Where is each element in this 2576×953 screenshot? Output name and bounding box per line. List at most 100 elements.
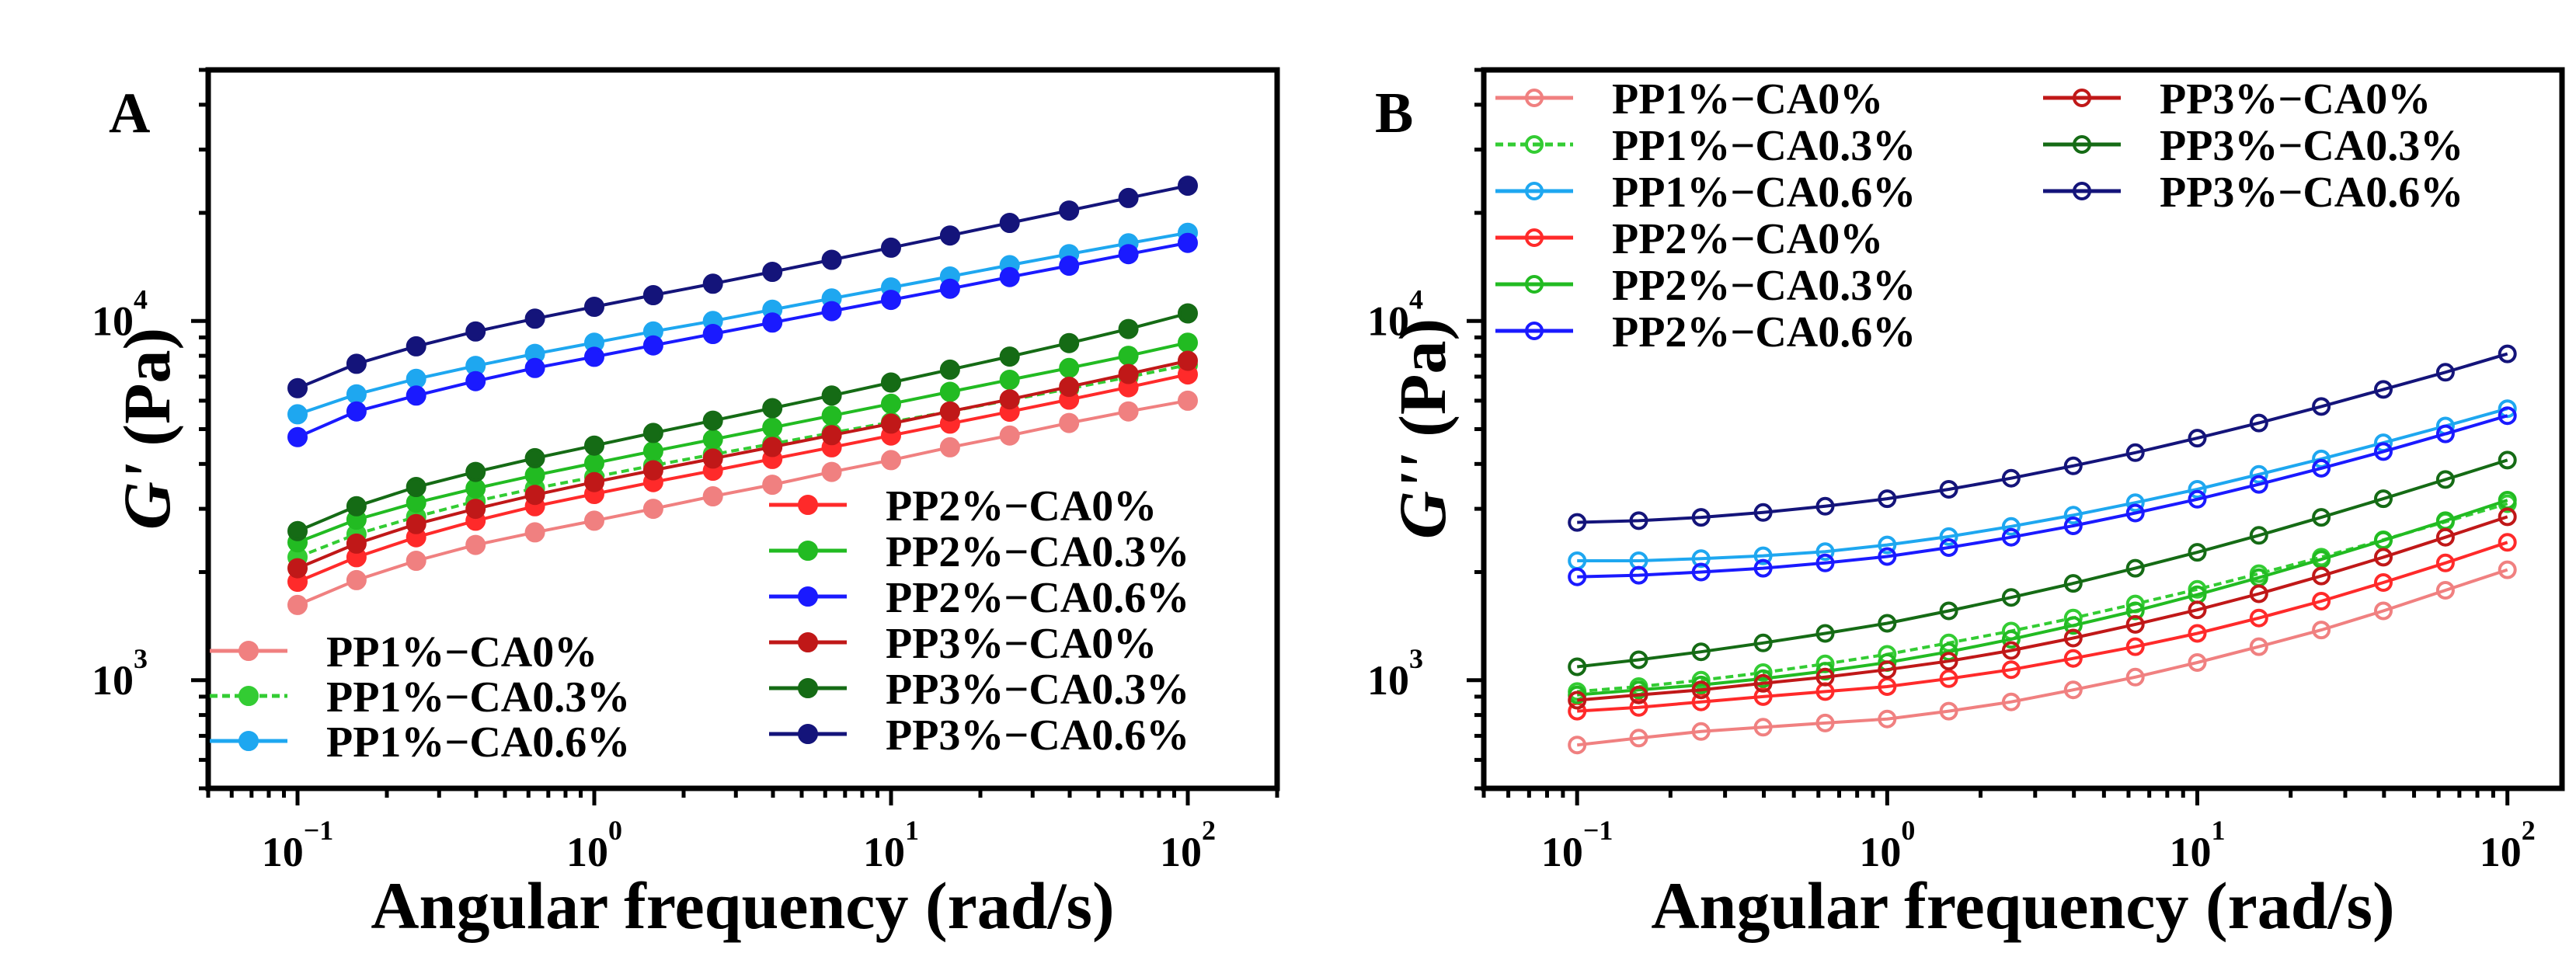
panel-a-data-point — [939, 437, 960, 457]
panel-b-legend-label: PP2%−CA0.3% — [1612, 262, 1916, 310]
panel-a-data-point — [1178, 332, 1198, 353]
panel-a-data-point — [524, 485, 545, 506]
panel-b-legend-label: PP2%−CA0.6% — [1612, 308, 1916, 357]
panel-a-series-line — [297, 231, 1189, 416]
panel-a-legend-right: PP2%−CA0%PP2%−CA0.3%PP2%−CA0.6%PP3%−CA0%… — [769, 482, 1189, 760]
panel-b-x-tick-label: 101 — [2170, 815, 2226, 875]
panel-a-legend-marker — [798, 678, 818, 698]
panel-b-series-line — [1576, 458, 2508, 669]
panel-b-data-point — [1629, 565, 1648, 585]
panel-b-legend-col2: PP3%−CA0%PP3%−CA0.3%PP3%−CA0.6% — [2043, 75, 2463, 217]
panel-b-data-point — [2188, 480, 2207, 499]
panel-a-data-point — [762, 398, 783, 419]
panel-b-series-pp3pct-ca0pct — [1568, 507, 2517, 710]
panel-b-data-point — [1629, 650, 1648, 670]
panel-b-data-point — [2249, 637, 2268, 656]
panel-a-data-point — [406, 385, 426, 406]
panel-b-series-line — [1576, 568, 2508, 747]
panel-b-data-point — [2312, 458, 2331, 478]
panel-a-data-point — [881, 450, 901, 471]
panel-a-data-point — [881, 237, 901, 258]
panel-a-data-point — [762, 262, 783, 282]
panel-a-data-point — [702, 410, 723, 431]
panel-a-data-point — [584, 471, 604, 492]
panel-a-data-point — [1059, 332, 1080, 353]
panel-b-data-point — [2374, 548, 2393, 567]
panel-b-series-pp3pct-ca0-3pct — [1568, 450, 2517, 676]
panel-a-data-point — [821, 425, 842, 446]
panel-a-y-tick-label: 103 — [92, 643, 148, 704]
panel-a: 10−1 100 101 102 103 104 Angular frequency (ra… — [92, 67, 1280, 943]
panel-a-data-point — [1118, 187, 1139, 208]
panel-b-data-point — [2249, 475, 2268, 494]
panel-a-legend-label: PP2%−CA0.3% — [886, 528, 1189, 576]
panel-b-data-point — [1753, 718, 1773, 737]
panel-b-data-point — [2063, 628, 2083, 648]
panel-a-data-point — [999, 389, 1020, 410]
panel-b-legend-label: PP3%−CA0.3% — [2160, 122, 2463, 170]
panel-a-data-point — [821, 249, 842, 270]
panel-b-data-point — [2435, 553, 2455, 572]
panel-b-data-point — [2374, 380, 2393, 399]
panel-a-data-point — [821, 385, 842, 406]
panel-a-data-point — [287, 520, 308, 541]
panel-b-legend-marker — [2073, 182, 2091, 200]
panel-a-data-point — [702, 486, 723, 506]
panel-b-data-point — [2001, 516, 2021, 536]
panel-b-data-point — [2435, 527, 2455, 547]
panel-b-data-point — [2249, 584, 2268, 603]
panel-b-data-point — [2063, 649, 2083, 668]
panel-a-data-point — [1118, 318, 1139, 339]
panel-b-y-axis-label: G'' (Pa) — [1385, 318, 1460, 539]
panel-b-data-point — [1753, 633, 1773, 652]
panel-a-data-point — [465, 499, 486, 520]
panel-b-data-point — [1815, 542, 1835, 562]
panel-a-data-point — [702, 448, 723, 469]
panel-a-data-point — [465, 534, 486, 555]
panel-a-data-point — [762, 417, 783, 438]
panel-a-series-line — [297, 398, 1189, 607]
panel-b-legend-col1: PP1%−CA0%PP1%−CA0.3%PP1%−CA0.6%PP2%−CA0%… — [1495, 75, 1916, 357]
panel-a-y-axis-label: G' (Pa) — [110, 328, 184, 530]
panel-b-legend-marker — [1525, 228, 1544, 247]
panel-b-data-point — [1568, 657, 1587, 676]
panel-a-data-point — [465, 321, 486, 342]
panel-b-legend-marker — [1525, 275, 1544, 294]
panel-b-series-line — [1577, 515, 2508, 702]
panel-a-legend-label: PP1%−CA0% — [326, 628, 597, 676]
panel-b-data-point — [2063, 456, 2083, 475]
panel-a-data-point — [524, 522, 545, 543]
panel-b-series-pp2pct-ca0-6pct — [1568, 406, 2517, 586]
panel-a-series-line — [297, 311, 1189, 533]
panel-b-x-tick-label: 10−1 — [1541, 815, 1613, 875]
panel-b-data-point — [1568, 690, 1587, 710]
panel-a-data-point — [287, 558, 308, 579]
panel-b-data-point — [1815, 624, 1835, 643]
panel-b-data-point — [1753, 503, 1773, 522]
panel-b-data-point — [1629, 697, 1648, 717]
panel-b-data-point — [1878, 547, 1897, 566]
panel-a-x-tick-label: 100 — [566, 815, 622, 875]
panel-b-series-pp3pct-ca0-6pct — [1568, 344, 2517, 532]
panel-b-data-point — [2374, 601, 2393, 621]
panel-a-data-point — [346, 384, 367, 405]
panel-a-data-point — [1059, 200, 1080, 221]
panel-a-data-point — [465, 370, 486, 391]
panel-b: 10−1 100 101 102 103 104 Angular frequency (ra… — [1367, 67, 2565, 943]
panel-a-x-tick-label: 101 — [863, 815, 919, 875]
panel-b-data-point — [2312, 566, 2331, 586]
panel-b-data-point — [1568, 513, 1587, 532]
panel-b-data-point — [2063, 616, 2083, 635]
panel-a-data-point — [406, 477, 426, 497]
panel-b-data-point — [1568, 685, 1587, 704]
panel-a-legend-marker — [238, 641, 259, 661]
panel-a-data-point — [1178, 303, 1198, 324]
panel-a-data-point — [524, 308, 545, 329]
panel-b-data-point — [1691, 562, 1711, 582]
panel-a-legend-label: PP2%−CA0% — [886, 482, 1157, 530]
panel-b-data-point — [2125, 558, 2145, 578]
panel-a-series-line — [297, 359, 1189, 570]
panel-a-data-point — [1178, 390, 1198, 411]
panel-b-data-point — [2312, 592, 2331, 610]
panel-b-series-pp2pct-ca0pct — [1568, 533, 2517, 721]
